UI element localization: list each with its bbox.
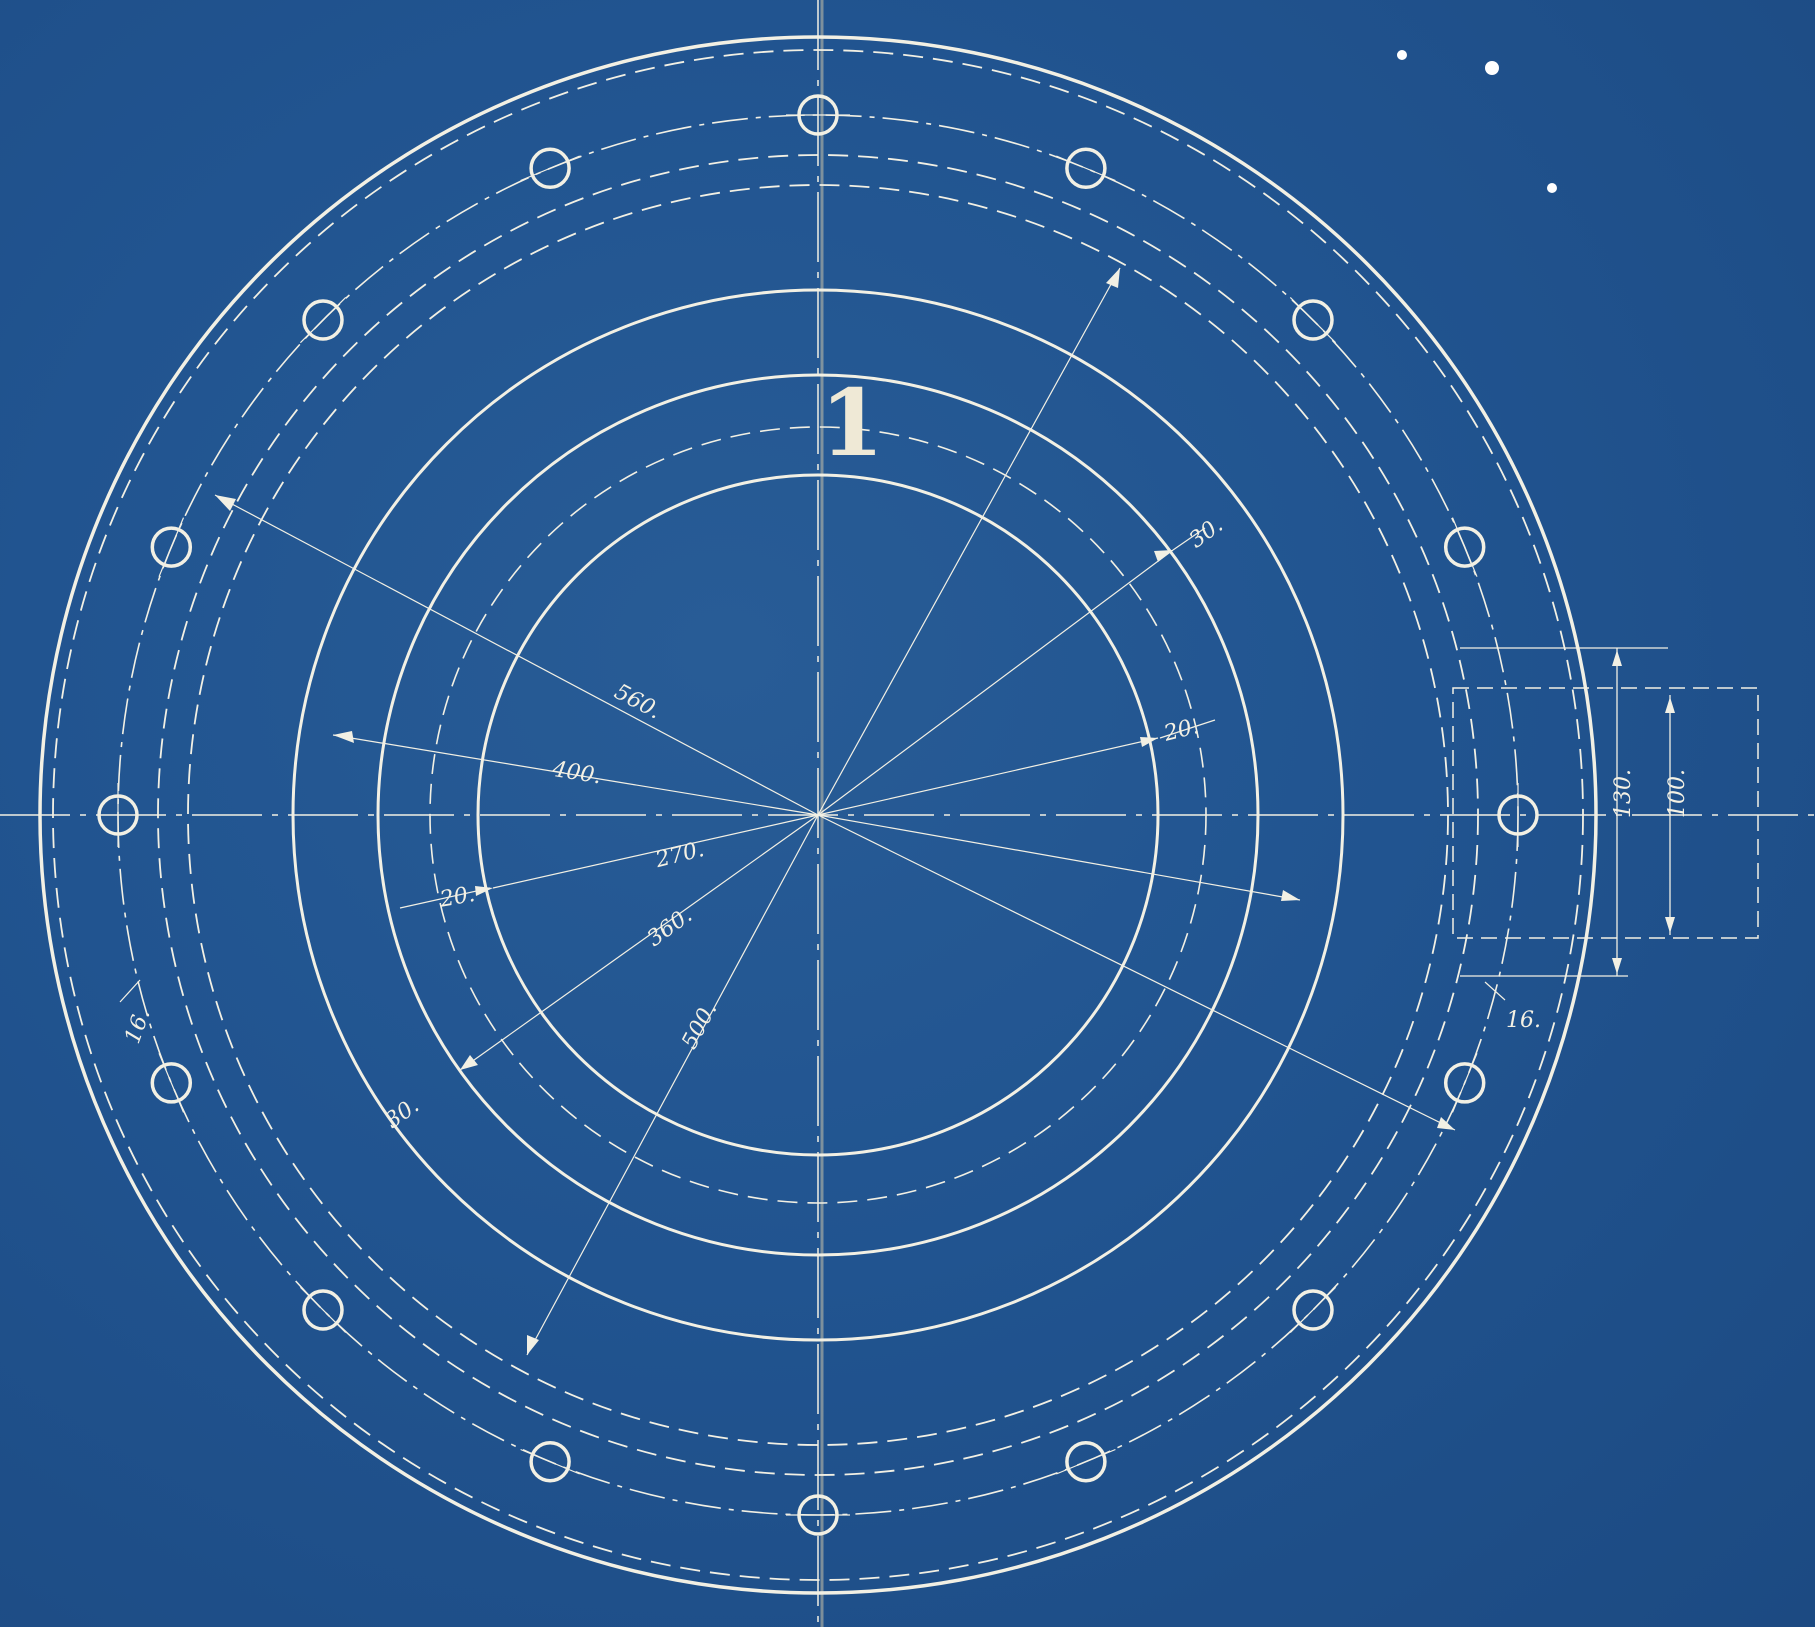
bolt-hole-centerline xyxy=(299,296,347,344)
bolt-hole-centerline xyxy=(158,1053,185,1113)
dim-20-left-label: 20. xyxy=(437,882,477,913)
bolt-hole-group xyxy=(97,94,1539,1536)
bolt-hole xyxy=(302,299,344,341)
dim-270-label: 270. xyxy=(652,837,707,873)
bolt-hole-centerline xyxy=(1289,1286,1337,1334)
bolt-hole xyxy=(529,1440,571,1483)
bolt-hole-centerline xyxy=(1451,1053,1478,1113)
dim-500-label: 500. xyxy=(677,998,722,1053)
dim-20-right-label: 20. xyxy=(1161,714,1202,747)
outer-rim-circle xyxy=(38,35,1598,1595)
bolt-hole-centerline xyxy=(299,1286,347,1334)
bolt-hole-centerline xyxy=(520,1448,580,1475)
bore-circle xyxy=(476,473,1160,1157)
bolt-hole xyxy=(1292,1289,1334,1331)
hub-ring-circle xyxy=(376,373,1260,1257)
view-number: 1 xyxy=(820,369,884,477)
hole-callouts xyxy=(119,979,1506,1003)
lug-outline xyxy=(1452,687,1759,939)
bolt-hole-centerline xyxy=(520,155,580,182)
bolt-hole-centerline xyxy=(158,517,185,577)
dimension-lines xyxy=(214,267,1456,1356)
lug-130-label: 130. xyxy=(1611,769,1636,818)
bolt-hole xyxy=(1065,147,1107,190)
hub-outer-circle xyxy=(291,288,1345,1342)
dimension-arrowheads xyxy=(215,268,1455,1355)
bolt-hole xyxy=(1443,1062,1486,1104)
bolt-hole-centerline xyxy=(1056,1448,1116,1475)
hole-size-left-label: 16. xyxy=(120,1006,155,1047)
bolt-hole xyxy=(1443,526,1486,568)
bolt-hole xyxy=(529,147,571,190)
flange-inner-dashed-circle xyxy=(187,184,1449,1446)
lug-100-label: 100. xyxy=(1665,769,1690,818)
bolt-hole xyxy=(1292,299,1334,341)
dim-360-label: 360. xyxy=(643,903,697,952)
outer-dashed-circle xyxy=(52,49,1584,1581)
bolt-hole xyxy=(302,1289,344,1331)
bolt-hole xyxy=(1065,1440,1107,1483)
hub-dashed-circle xyxy=(429,426,1207,1204)
bolt-circle-inner-dashed xyxy=(157,154,1479,1476)
dim-560-label: 560. xyxy=(610,679,665,724)
bolt-hole-centerline xyxy=(1056,155,1116,182)
lug-dimension-arrowheads xyxy=(1612,650,1675,974)
dim-30-top-label: 30. xyxy=(1185,513,1228,554)
bolt-hole-centerline xyxy=(1451,517,1478,577)
lug-dimension-lines xyxy=(1460,647,1671,977)
dim-30-bottom-label: 30. xyxy=(381,1093,424,1134)
dim-400-label: 400. xyxy=(550,757,603,790)
hole-size-right-label: 16. xyxy=(1506,1008,1541,1033)
paper-speck xyxy=(1547,183,1557,193)
bolt-hole-centerline xyxy=(1289,296,1337,344)
paper-speck xyxy=(1397,50,1407,60)
paper-speck xyxy=(1485,61,1499,75)
bolt-hole xyxy=(150,526,193,568)
bolt-hole xyxy=(150,1062,193,1104)
